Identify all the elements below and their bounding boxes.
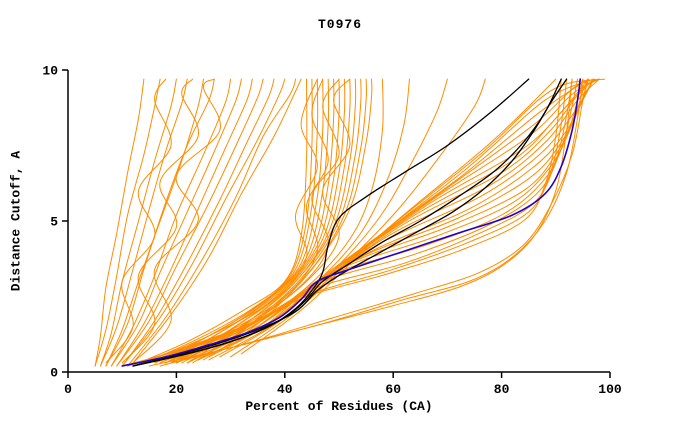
- model-curves-orange: [94, 78, 145, 367]
- model-curves-orange: [170, 78, 595, 364]
- model-curves-orange: [121, 78, 199, 364]
- model-curves-orange: [105, 78, 204, 367]
- model-curves-orange: [138, 78, 578, 364]
- model-curves-black: [132, 78, 562, 367]
- model-curves-orange: [143, 78, 318, 364]
- model-curves-orange: [105, 78, 215, 367]
- model-curves-orange: [121, 78, 286, 367]
- model-curve-blue: [121, 78, 581, 367]
- model-curves-orange: [197, 78, 367, 361]
- x-axis-label: Percent of Residues (CA): [245, 399, 433, 414]
- model-curves-orange: [148, 78, 573, 367]
- y-tick-label: 0: [50, 366, 58, 381]
- model-curves-orange: [138, 78, 308, 364]
- model-curves-orange: [121, 78, 562, 367]
- model-curves-orange: [170, 78, 589, 364]
- y-tick-label: 10: [42, 64, 58, 79]
- y-tick-label: 5: [50, 215, 58, 230]
- model-curves-orange: [159, 78, 584, 367]
- model-curves-orange: [116, 78, 253, 367]
- model-curves-orange: [154, 78, 589, 364]
- model-curves-orange: [165, 78, 595, 364]
- model-curves-orange: [154, 78, 329, 364]
- model-curves-orange: [240, 78, 557, 355]
- model-curves-orange: [94, 78, 161, 367]
- model-curves-orange: [186, 78, 410, 364]
- x-tick-label: 20: [169, 382, 185, 397]
- model-curves-orange: [116, 78, 264, 367]
- chart-title: T0976: [317, 17, 362, 32]
- x-tick-label: 80: [494, 382, 510, 397]
- model-curves-orange: [143, 78, 313, 364]
- x-tick-label: 100: [598, 382, 622, 397]
- model-curves-orange: [110, 78, 242, 367]
- model-curves-orange: [100, 78, 177, 367]
- model-curves-orange: [110, 78, 232, 367]
- x-tick-label: 0: [64, 382, 72, 397]
- model-curves-orange: [165, 78, 335, 364]
- model-curves-orange: [100, 78, 188, 367]
- model-curves-orange: [192, 78, 595, 361]
- model-curves-black: [132, 78, 568, 367]
- x-tick-label: 60: [385, 382, 401, 397]
- model-curves-orange: [132, 78, 221, 364]
- model-curves-orange: [127, 78, 297, 367]
- model-curves-orange: [105, 78, 172, 364]
- x-tick-label: 40: [277, 382, 293, 397]
